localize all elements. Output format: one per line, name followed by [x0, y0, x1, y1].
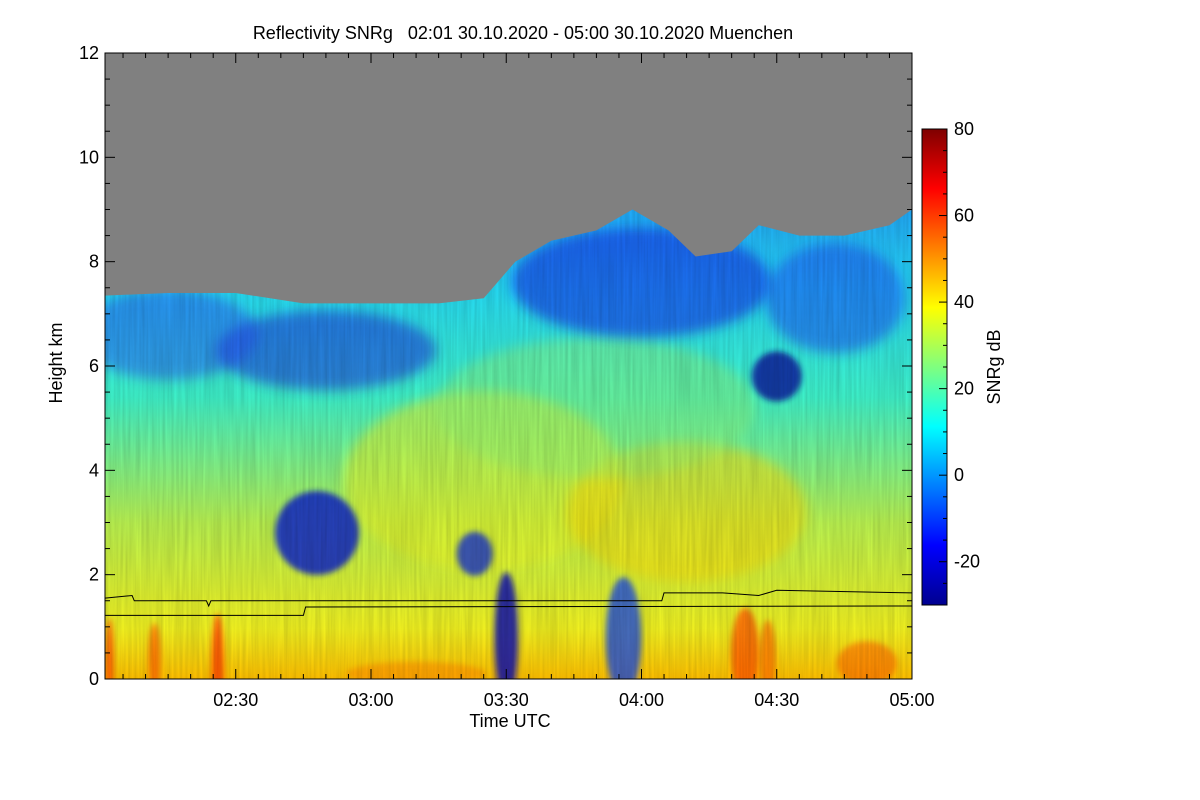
y-tick-label: 0	[89, 669, 99, 689]
y-axis: 0 2 4 6 8 10 12	[79, 43, 912, 689]
boundary-line-1	[105, 589, 912, 608]
x-axis: 02:30 03:00 03:30 04:00 04:30 05:00	[122, 53, 935, 710]
plot-area	[105, 53, 912, 679]
colorbar-gradient	[921, 128, 948, 606]
colorbar-tick-label: 60	[954, 206, 974, 226]
y-tick-label: 2	[89, 565, 99, 585]
boundary-lines	[105, 589, 912, 616]
y-tick-label: 4	[89, 460, 99, 480]
boundary-line-2	[105, 605, 912, 616]
y-tick-label: 6	[89, 356, 99, 376]
colorbar-tick-label: -20	[954, 552, 980, 572]
x-tick-label: 03:00	[348, 690, 393, 710]
x-axis-label: Time UTC	[469, 711, 550, 731]
x-tick-label: 03:30	[484, 690, 529, 710]
colorbar-tick-label: 0	[954, 465, 964, 485]
y-axis-label: Height km	[46, 322, 66, 403]
x-tick-label: 04:30	[754, 690, 799, 710]
y-tick-label: 8	[89, 252, 99, 272]
colorbar-tick-label: 80	[954, 119, 974, 139]
colorbar: -20 0 20 40 60 80 SNRg dB	[921, 119, 1004, 606]
chart-title: Reflectivity SNRg 02:01 30.10.2020 - 05:…	[253, 23, 793, 43]
no-data-region	[105, 53, 912, 304]
colorbar-ticks: -20 0 20 40 60 80	[939, 119, 980, 584]
colorbar-tick-label: 20	[954, 379, 974, 399]
x-tick-label: 05:00	[889, 690, 934, 710]
y-tick-label: 12	[79, 43, 99, 63]
x-tick-label: 02:30	[213, 690, 258, 710]
y-tick-label: 10	[79, 147, 99, 167]
colorbar-label: SNRg dB	[984, 329, 1004, 404]
x-tick-label: 04:00	[619, 690, 664, 710]
colorbar-tick-label: 40	[954, 292, 974, 312]
